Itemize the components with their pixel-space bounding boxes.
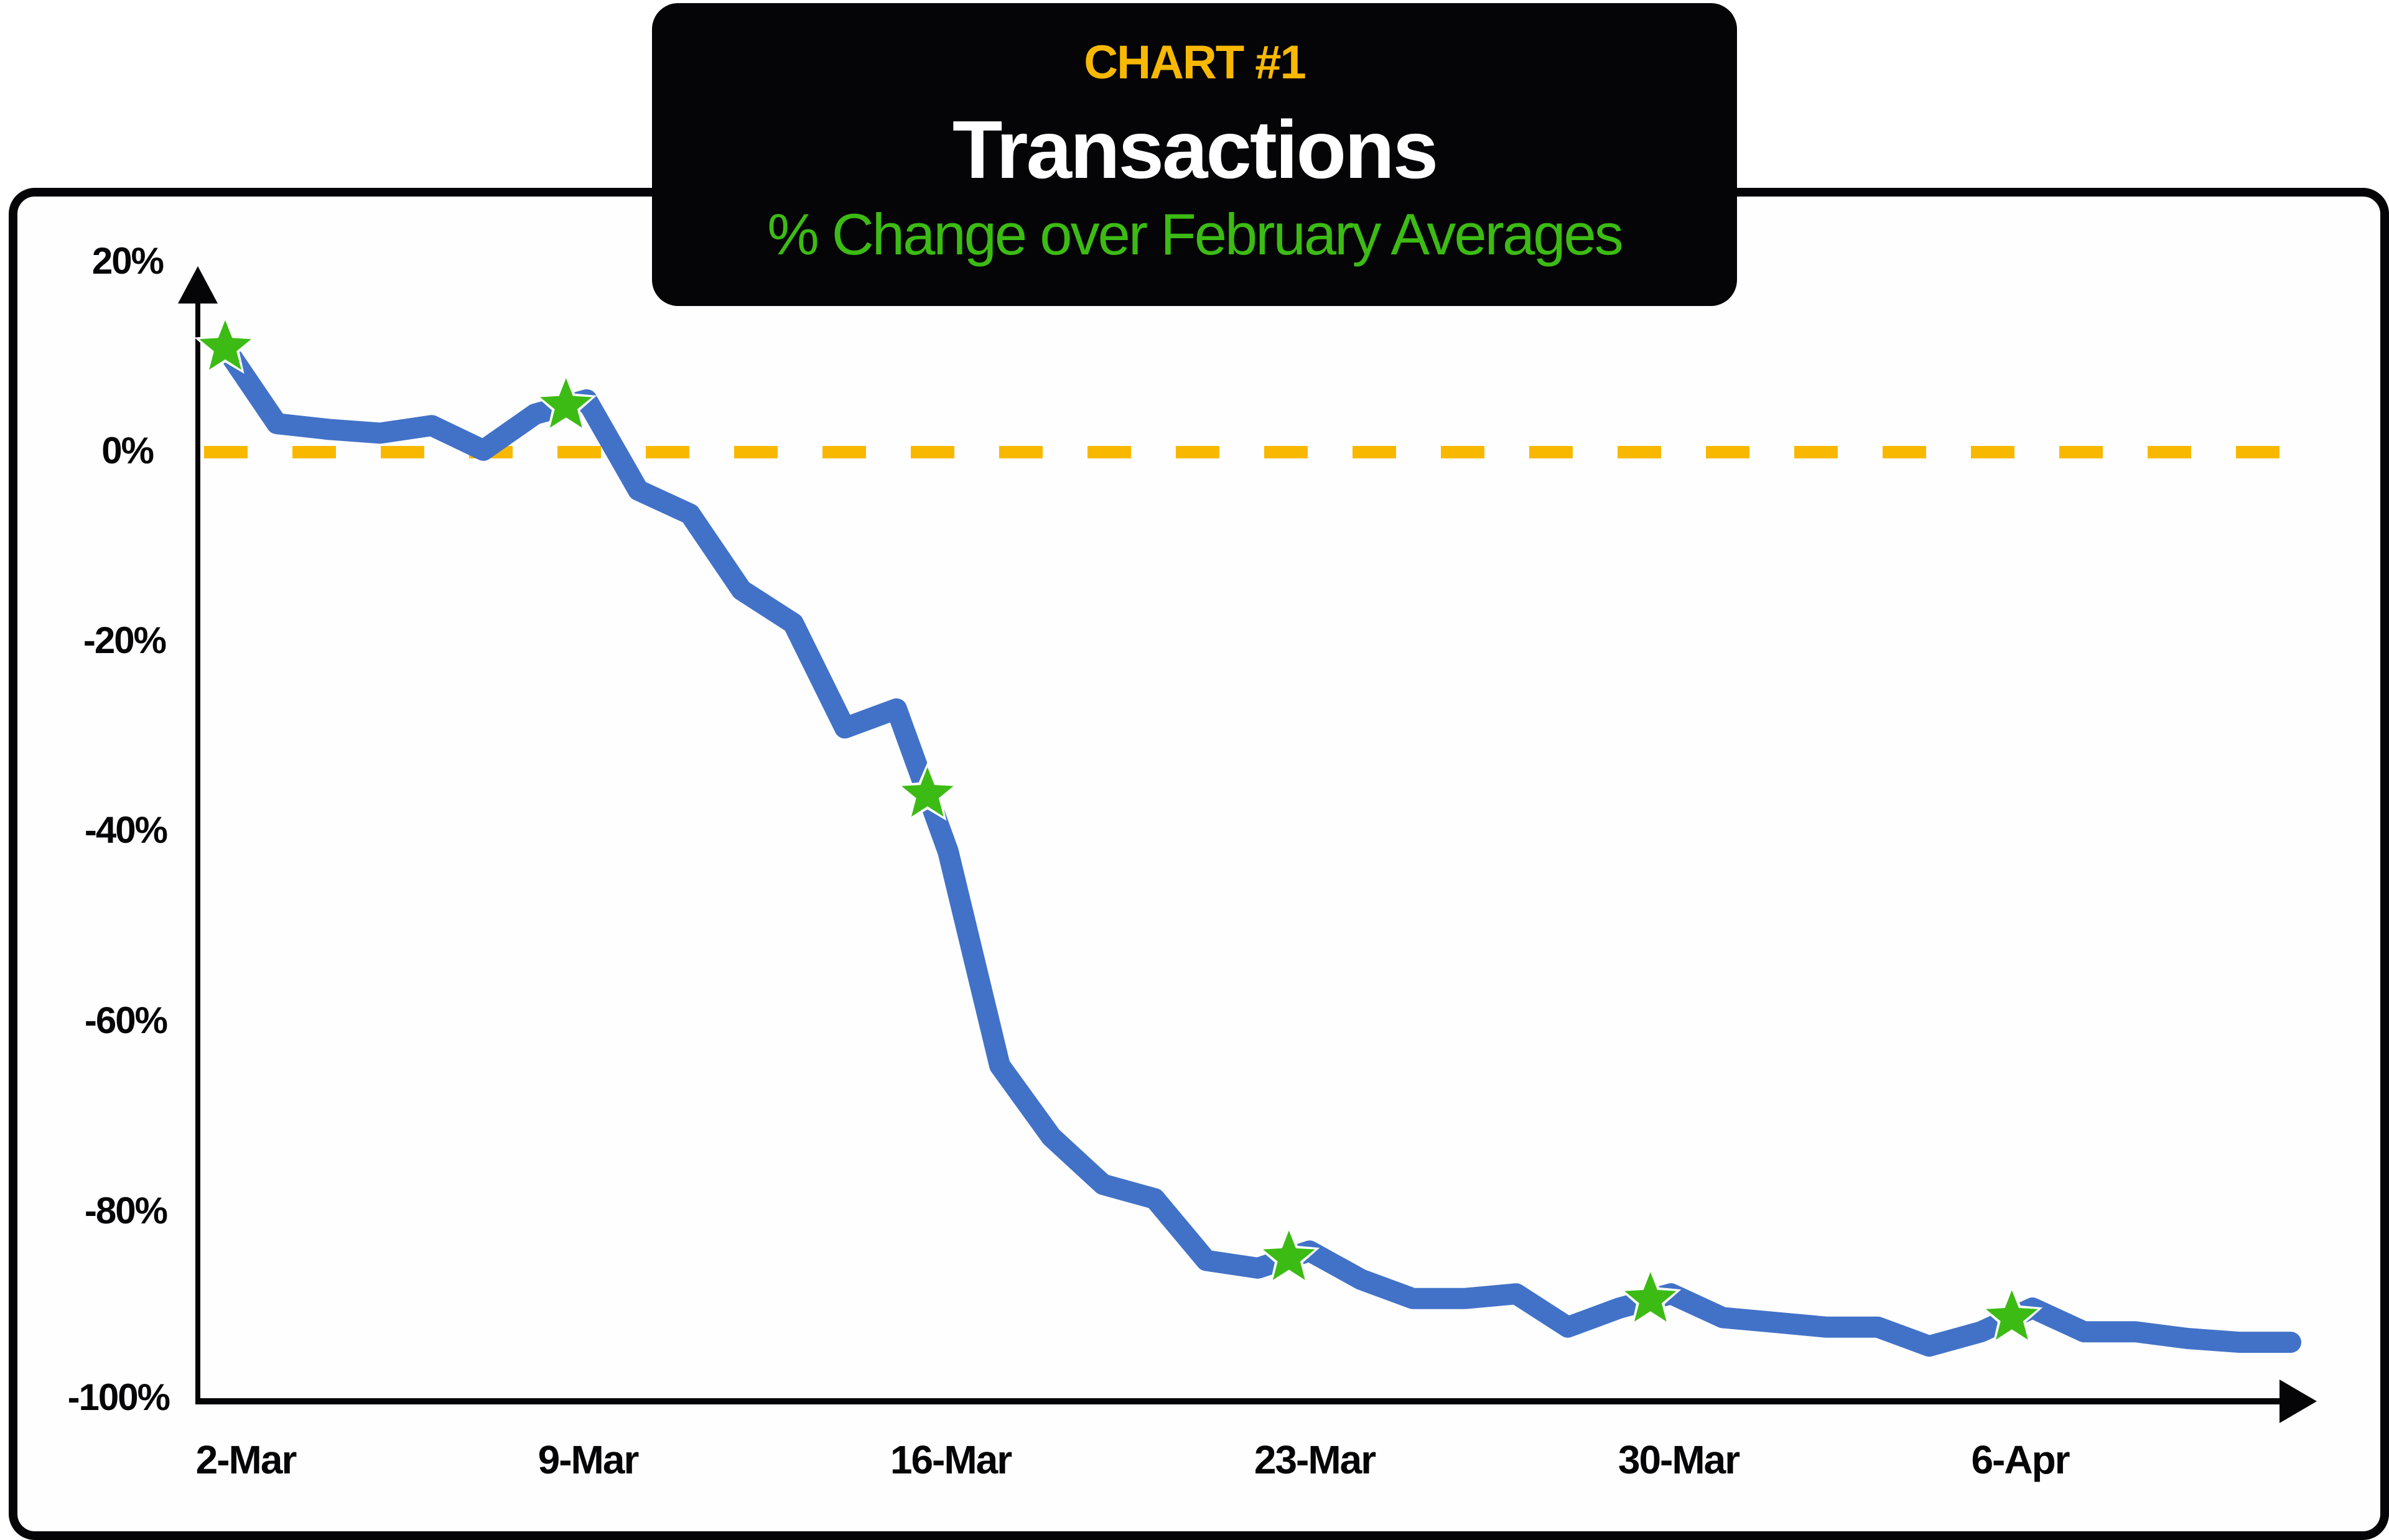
y-tick-label: -60% bbox=[84, 1000, 168, 1041]
star-marker-icon bbox=[1986, 1290, 2038, 1340]
chart-kicker: CHART #1 bbox=[1084, 36, 1306, 89]
x-axis-arrow-icon bbox=[2280, 1380, 2317, 1423]
star-markers bbox=[194, 315, 2043, 1344]
star-marker-icon bbox=[1624, 1272, 1677, 1322]
chart-title: Transactions bbox=[952, 104, 1438, 195]
y-tick-label: 0% bbox=[101, 430, 154, 471]
x-tick-label: 9-Mar bbox=[538, 1437, 640, 1482]
x-tick-label: 16-Mar bbox=[890, 1437, 1012, 1482]
star-marker-icon bbox=[901, 767, 954, 817]
data-line bbox=[215, 336, 2301, 1357]
star-marker-icon bbox=[1263, 1230, 1315, 1280]
title-box: CHART #1 Transactions % Change over Febr… bbox=[652, 3, 1737, 306]
x-tick-label: 2-Mar bbox=[195, 1437, 297, 1482]
x-tick-label: 23-Mar bbox=[1254, 1437, 1376, 1482]
y-tick-label: 20% bbox=[91, 240, 164, 282]
chart-subtitle: % Change over February Averages bbox=[767, 202, 1624, 267]
y-axis-arrow-icon bbox=[178, 266, 218, 304]
chart-frame bbox=[9, 188, 2389, 1540]
transactions-line bbox=[215, 336, 2301, 1357]
x-tick-label: 30-Mar bbox=[1618, 1437, 1740, 1482]
y-tick-label: -100% bbox=[67, 1376, 170, 1418]
y-tick-label: -40% bbox=[84, 809, 168, 851]
x-tick-label: 6-Apr bbox=[1971, 1437, 2070, 1482]
y-tick-label: -80% bbox=[84, 1190, 168, 1232]
axes bbox=[178, 266, 2317, 1423]
star-marker-icon bbox=[199, 320, 251, 370]
y-tick-label: -20% bbox=[83, 619, 167, 661]
star-marker-icon bbox=[540, 378, 592, 428]
